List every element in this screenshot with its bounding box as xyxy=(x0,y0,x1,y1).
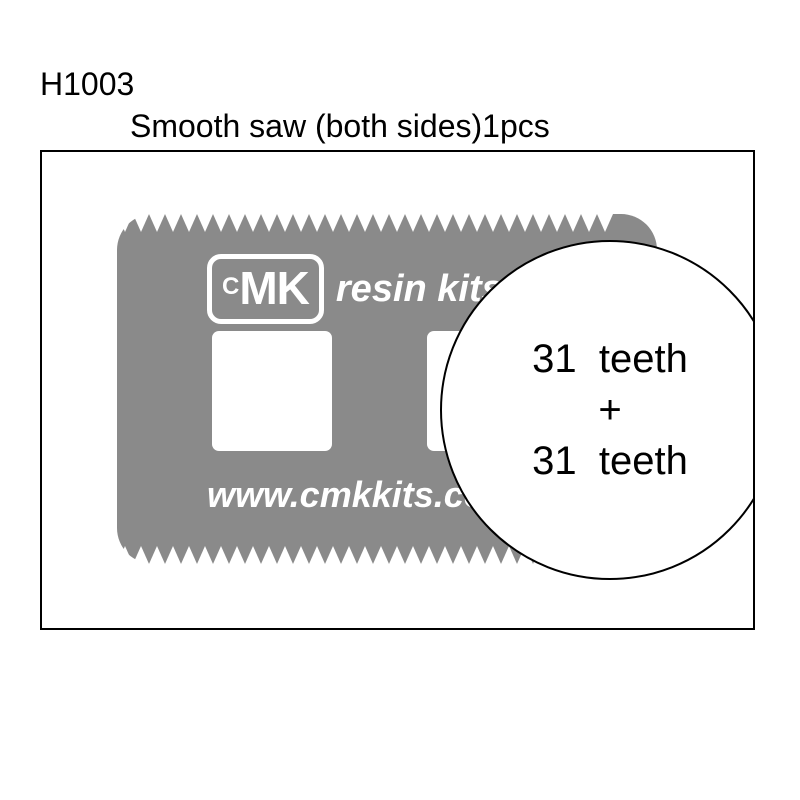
tooth-notch xyxy=(165,214,181,232)
tooth-notch xyxy=(549,214,565,232)
tooth-notch xyxy=(453,546,469,564)
tooth-notch xyxy=(517,214,533,232)
teeth-line-2: 31 teeth xyxy=(532,439,688,484)
tooth-notch xyxy=(261,546,277,564)
tooth-notch xyxy=(197,546,213,564)
tooth-notch xyxy=(389,214,405,232)
tooth-notch xyxy=(117,546,133,564)
tooth-notch xyxy=(197,214,213,232)
tooth-notch xyxy=(453,214,469,232)
tooth-notch xyxy=(293,546,309,564)
tooth-notch xyxy=(341,214,357,232)
tooth-notch xyxy=(405,546,421,564)
teeth-plus: + xyxy=(598,388,621,433)
logo-c: C xyxy=(222,273,239,301)
tooth-notch xyxy=(485,214,501,232)
tooth-notch xyxy=(421,546,437,564)
tooth-notch xyxy=(357,214,373,232)
tooth-notch xyxy=(437,546,453,564)
tooth-notch xyxy=(149,546,165,564)
tooth-notch xyxy=(229,546,245,564)
tooth-notch xyxy=(421,214,437,232)
tooth-notch xyxy=(213,546,229,564)
tooth-notch xyxy=(325,214,341,232)
tooth-notch xyxy=(181,214,197,232)
tooth-notch xyxy=(277,214,293,232)
tooth-notch xyxy=(501,214,517,232)
tooth-notch xyxy=(133,546,149,564)
diagram-frame: C MK resin kits www.cmkkits.com 31 teeth… xyxy=(40,150,755,630)
tooth-notch xyxy=(469,546,485,564)
teeth-top xyxy=(117,214,657,232)
tooth-notch xyxy=(261,214,277,232)
tooth-notch xyxy=(117,214,133,232)
tooth-notch xyxy=(277,546,293,564)
tooth-notch xyxy=(245,214,261,232)
blade-hole-1 xyxy=(212,331,332,451)
tooth-notch xyxy=(229,214,245,232)
tooth-notch xyxy=(309,214,325,232)
tooth-notch xyxy=(581,214,597,232)
tooth-notch xyxy=(133,214,149,232)
teeth-line-1: 31 teeth xyxy=(532,337,688,382)
tooth-notch xyxy=(293,214,309,232)
brand-logo: C MK resin kits xyxy=(207,254,503,324)
tooth-notch xyxy=(565,214,581,232)
tooth-notch xyxy=(325,546,341,564)
tooth-notch xyxy=(181,546,197,564)
logo-box: C MK xyxy=(207,254,324,324)
tooth-notch xyxy=(389,546,405,564)
tooth-notch xyxy=(341,546,357,564)
logo-mk: MK xyxy=(239,261,309,315)
tooth-notch xyxy=(469,214,485,232)
tooth-notch xyxy=(373,546,389,564)
tooth-notch xyxy=(245,546,261,564)
tooth-notch xyxy=(213,214,229,232)
tooth-notch xyxy=(357,546,373,564)
tooth-notch xyxy=(373,214,389,232)
product-code: H1003 xyxy=(40,66,134,103)
tooth-notch xyxy=(309,546,325,564)
tooth-notch xyxy=(165,546,181,564)
tooth-notch xyxy=(485,546,501,564)
tooth-notch xyxy=(437,214,453,232)
tooth-notch xyxy=(533,214,549,232)
tooth-notch xyxy=(405,214,421,232)
tooth-notch xyxy=(597,214,613,232)
tooth-notch xyxy=(149,214,165,232)
product-title: Smooth saw (both sides)1pcs xyxy=(130,108,550,145)
